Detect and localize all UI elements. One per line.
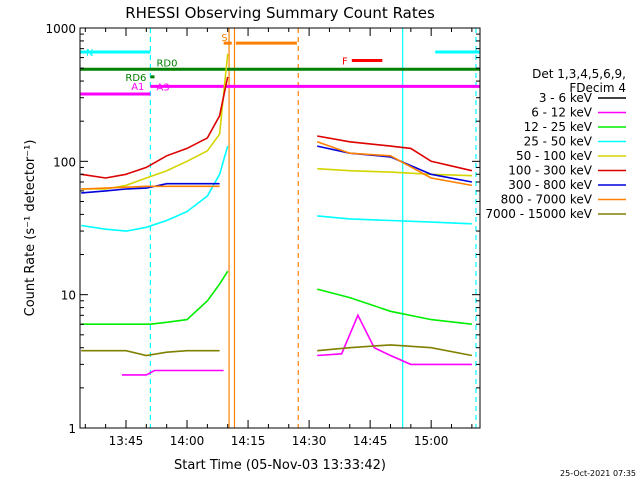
flag-label-s: S [221,33,227,44]
legend-label-2: 12 - 25 keV [524,120,593,134]
y-tick-label-3: 1000 [45,22,76,36]
x-tick-label-3: 14:30 [292,434,327,448]
legend-label-5: 100 - 300 keV [508,164,592,178]
plot-frame [79,27,481,429]
legend-label-6: 300 - 800 keV [508,178,592,192]
y-tick-label-2: 100 [53,155,76,169]
series-line-3-1 [316,288,472,325]
series-line-3-0 [81,270,229,326]
x-tick-label-2: 14:15 [231,434,266,448]
y-tick-label-1: 10 [61,289,76,303]
legend-label-8: 7000 - 15000 keV [485,207,592,221]
series-line-9-0 [81,349,220,357]
series-line-2-1 [317,313,472,366]
legend-label-0: 3 - 6 keV [539,91,593,105]
chart-title: RHESSI Observing Summary Count Rates [125,4,435,22]
x-tick-label-5: 15:00 [414,434,449,448]
series-line-4-1 [317,215,472,225]
legend-header-1: FDecim 4 [569,81,626,95]
series-line-8-1 [316,141,473,187]
x-tick-label-4: 14:45 [353,434,388,448]
x-tick-label-0: 13:45 [109,434,144,448]
series-line-7-1 [317,145,473,183]
series-line-5-1 [317,167,472,177]
series-line-9-1 [317,344,473,357]
flag-label-rd0: RD0 [156,58,177,69]
flag-label-n: N [86,48,93,59]
series-line-4-0 [81,145,229,232]
x-axis-label: Start Time (05-Nov-03 13:33:42) [174,458,386,473]
legend-label-4: 50 - 100 keV [516,149,593,163]
series-line-5-0 [81,53,229,190]
series-line-8-0 [81,185,220,190]
legend-header-0: Det 1,3,4,5,6,9, [532,67,626,81]
flag-label-f: F [342,57,348,68]
flag-label-a3: A3 [156,82,169,93]
legend-label-1: 6 - 12 keV [531,106,593,120]
series-line-2-0 [121,369,224,376]
y-tick-label-0: 1 [68,422,76,436]
flag-label-rd6: RD6 [125,73,146,84]
series-line-6-0 [81,76,229,179]
y-axis-label: Count Rate (s⁻¹ detector⁻¹) [23,140,38,317]
footer-timestamp: 25-Oct-2021 07:35 [560,469,636,478]
legend-label-7: 800 - 7000 keV [501,193,593,207]
series-line-7-0 [81,182,220,194]
series-line-6-1 [317,135,473,172]
flag-label-a1: A1 [131,82,144,93]
x-tick-label-1: 14:00 [170,434,205,448]
legend-label-3: 25 - 50 keV [524,135,593,149]
